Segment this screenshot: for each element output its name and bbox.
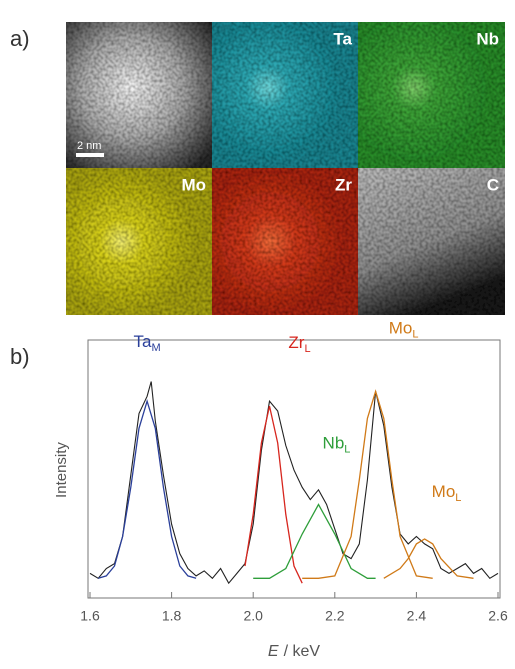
x-tick-label: 1.6 bbox=[80, 608, 100, 624]
map-label: Mo bbox=[181, 175, 206, 194]
peak-element: Mo bbox=[389, 319, 413, 338]
map-label: Zr bbox=[335, 175, 352, 194]
peak-element: Ta bbox=[134, 333, 153, 352]
peak-label: MoL bbox=[389, 319, 419, 340]
map-label: Nb bbox=[476, 29, 499, 48]
map-label: Ta bbox=[333, 29, 352, 48]
y-axis-label: Intensity bbox=[53, 442, 70, 498]
x-tick-label: 2.4 bbox=[407, 608, 427, 624]
peak-label: ZrL bbox=[288, 334, 310, 355]
x-tick-label: 2.2 bbox=[325, 608, 345, 624]
panel-label: b) bbox=[10, 344, 30, 369]
peak-label: NbL bbox=[323, 434, 351, 455]
fit-curve bbox=[384, 539, 474, 578]
fit-curve bbox=[245, 406, 302, 583]
peak-line: L bbox=[344, 443, 350, 455]
x-axis-symbol: E bbox=[268, 643, 279, 660]
figure: a) 2 nm Ta Nb Mo Zr C b) Intensity E / ke… bbox=[0, 0, 515, 664]
x-tick-label: 2.0 bbox=[243, 608, 263, 624]
peak-element: Nb bbox=[323, 434, 345, 453]
peak-element: Mo bbox=[432, 482, 456, 501]
x-axis-label: E / keV bbox=[268, 643, 320, 660]
map-label: C bbox=[487, 175, 499, 194]
x-tick-label: 2.6 bbox=[488, 608, 508, 624]
scale-bar-label: 2 nm bbox=[77, 140, 101, 152]
peak-line: L bbox=[304, 343, 310, 355]
fit-curve bbox=[98, 401, 196, 578]
panel-label: a) bbox=[10, 26, 30, 51]
x-tick-label: 1.8 bbox=[162, 608, 182, 624]
peak-line: L bbox=[412, 328, 418, 340]
peak-element: Zr bbox=[288, 334, 304, 353]
c-map bbox=[358, 168, 505, 315]
peak-line: M bbox=[152, 342, 161, 354]
scale-bar bbox=[76, 153, 104, 157]
fit-curve bbox=[253, 505, 375, 579]
peak-label: TaM bbox=[134, 333, 161, 354]
peak-line: L bbox=[455, 492, 461, 504]
x-axis-unit: / keV bbox=[284, 643, 321, 660]
peak-label: MoL bbox=[432, 482, 462, 503]
